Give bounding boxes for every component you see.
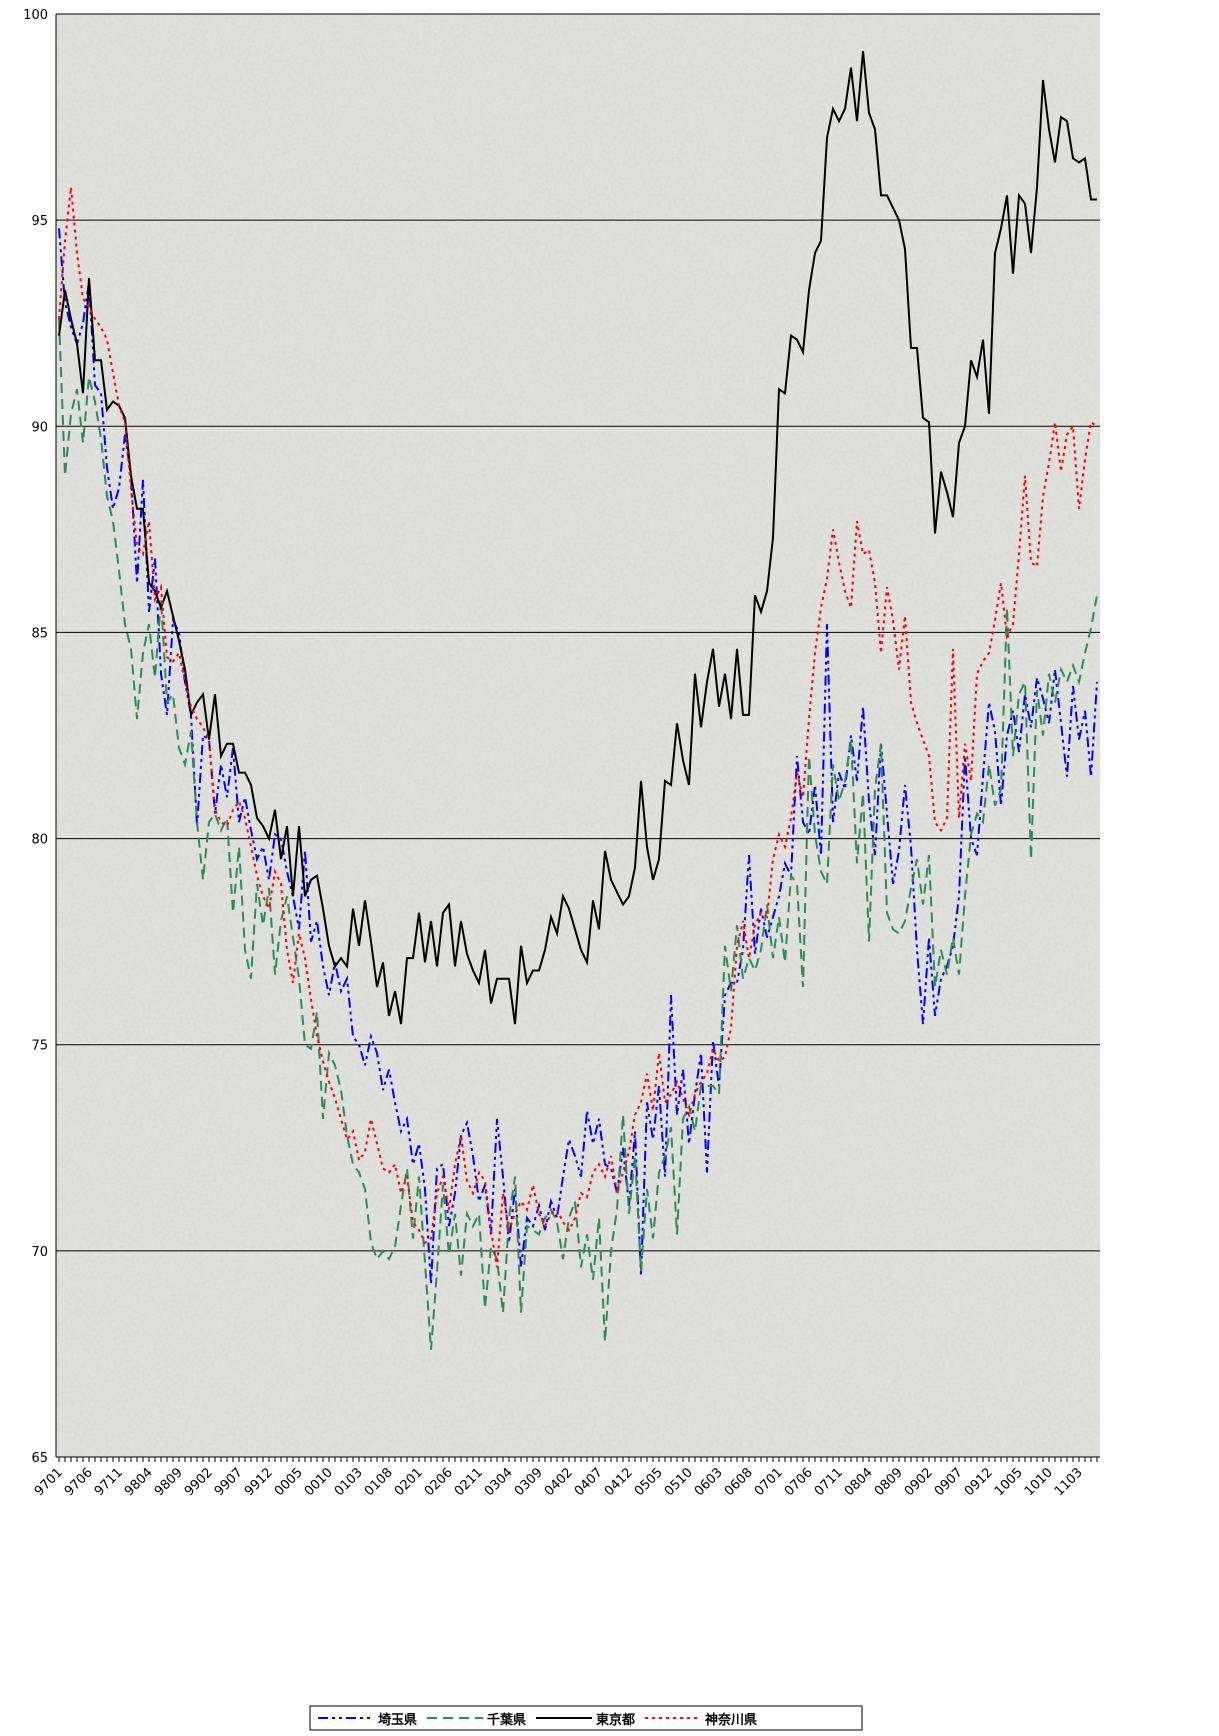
x-tick-label: 0902 [902,1465,936,1499]
x-tick-label: 0603 [692,1465,726,1499]
x-tick-label: 0505 [632,1465,666,1499]
x-tick-label: 0407 [572,1465,606,1499]
y-tick-label: 75 [31,1039,48,1054]
x-tick-label: 0608 [722,1465,756,1499]
x-tick-label: 0706 [782,1465,816,1499]
legend-label: 千葉県 [487,1712,526,1728]
x-tick-label: 9809 [152,1465,186,1499]
x-tick-label: 0201 [392,1465,426,1499]
x-tick-label: 9701 [32,1465,66,1499]
y-tick-label: 65 [31,1451,48,1466]
x-tick-label: 0412 [602,1465,636,1499]
x-tick-label: 1005 [992,1465,1026,1499]
y-tick-label: 70 [31,1245,48,1260]
x-tick-label: 0010 [302,1465,336,1499]
legend-label: 神奈川県 [705,1712,757,1728]
x-tick-label: 0804 [842,1465,876,1499]
x-tick-label: 1010 [1022,1465,1056,1499]
x-tick-label: 9902 [182,1465,216,1499]
x-tick-label: 0211 [452,1465,486,1499]
x-tick-label: 1103 [1052,1465,1086,1499]
x-tick-label: 0711 [812,1465,846,1499]
x-tick-label: 0206 [422,1465,456,1499]
series-line [58,319,1098,1350]
y-tick-label: 90 [31,420,48,435]
x-tick-label: 0510 [662,1465,696,1499]
x-tick-label: 0402 [542,1465,576,1499]
x-tick-label: 0304 [482,1465,516,1499]
plot-texture [56,14,1100,1457]
x-tick-label: 9907 [212,1465,246,1499]
series-line [58,228,1098,1284]
x-tick-label: 0309 [512,1465,546,1499]
legend-label: 埼玉県 [378,1712,417,1728]
x-tick-label: 9706 [62,1465,96,1499]
x-tick-label: 0103 [332,1465,366,1499]
x-tick-label: 0809 [872,1465,906,1499]
series-line [58,51,1097,1025]
x-tick-label: 9804 [122,1465,156,1499]
y-tick-label: 85 [31,626,48,641]
x-tick-label: 0108 [362,1465,396,1499]
x-tick-label: 0907 [932,1465,966,1499]
x-tick-label: 0701 [752,1465,786,1499]
series-line [58,187,1098,1268]
x-tick-label: 9711 [92,1465,126,1499]
x-tick-label: 9912 [242,1465,276,1499]
y-tick-label: 95 [31,214,48,229]
y-tick-label: 100 [23,8,48,23]
x-tick-label: 0005 [272,1465,306,1499]
y-tick-label: 80 [31,833,48,848]
x-tick-label: 0912 [962,1465,996,1499]
legend-label: 東京都 [596,1712,635,1728]
